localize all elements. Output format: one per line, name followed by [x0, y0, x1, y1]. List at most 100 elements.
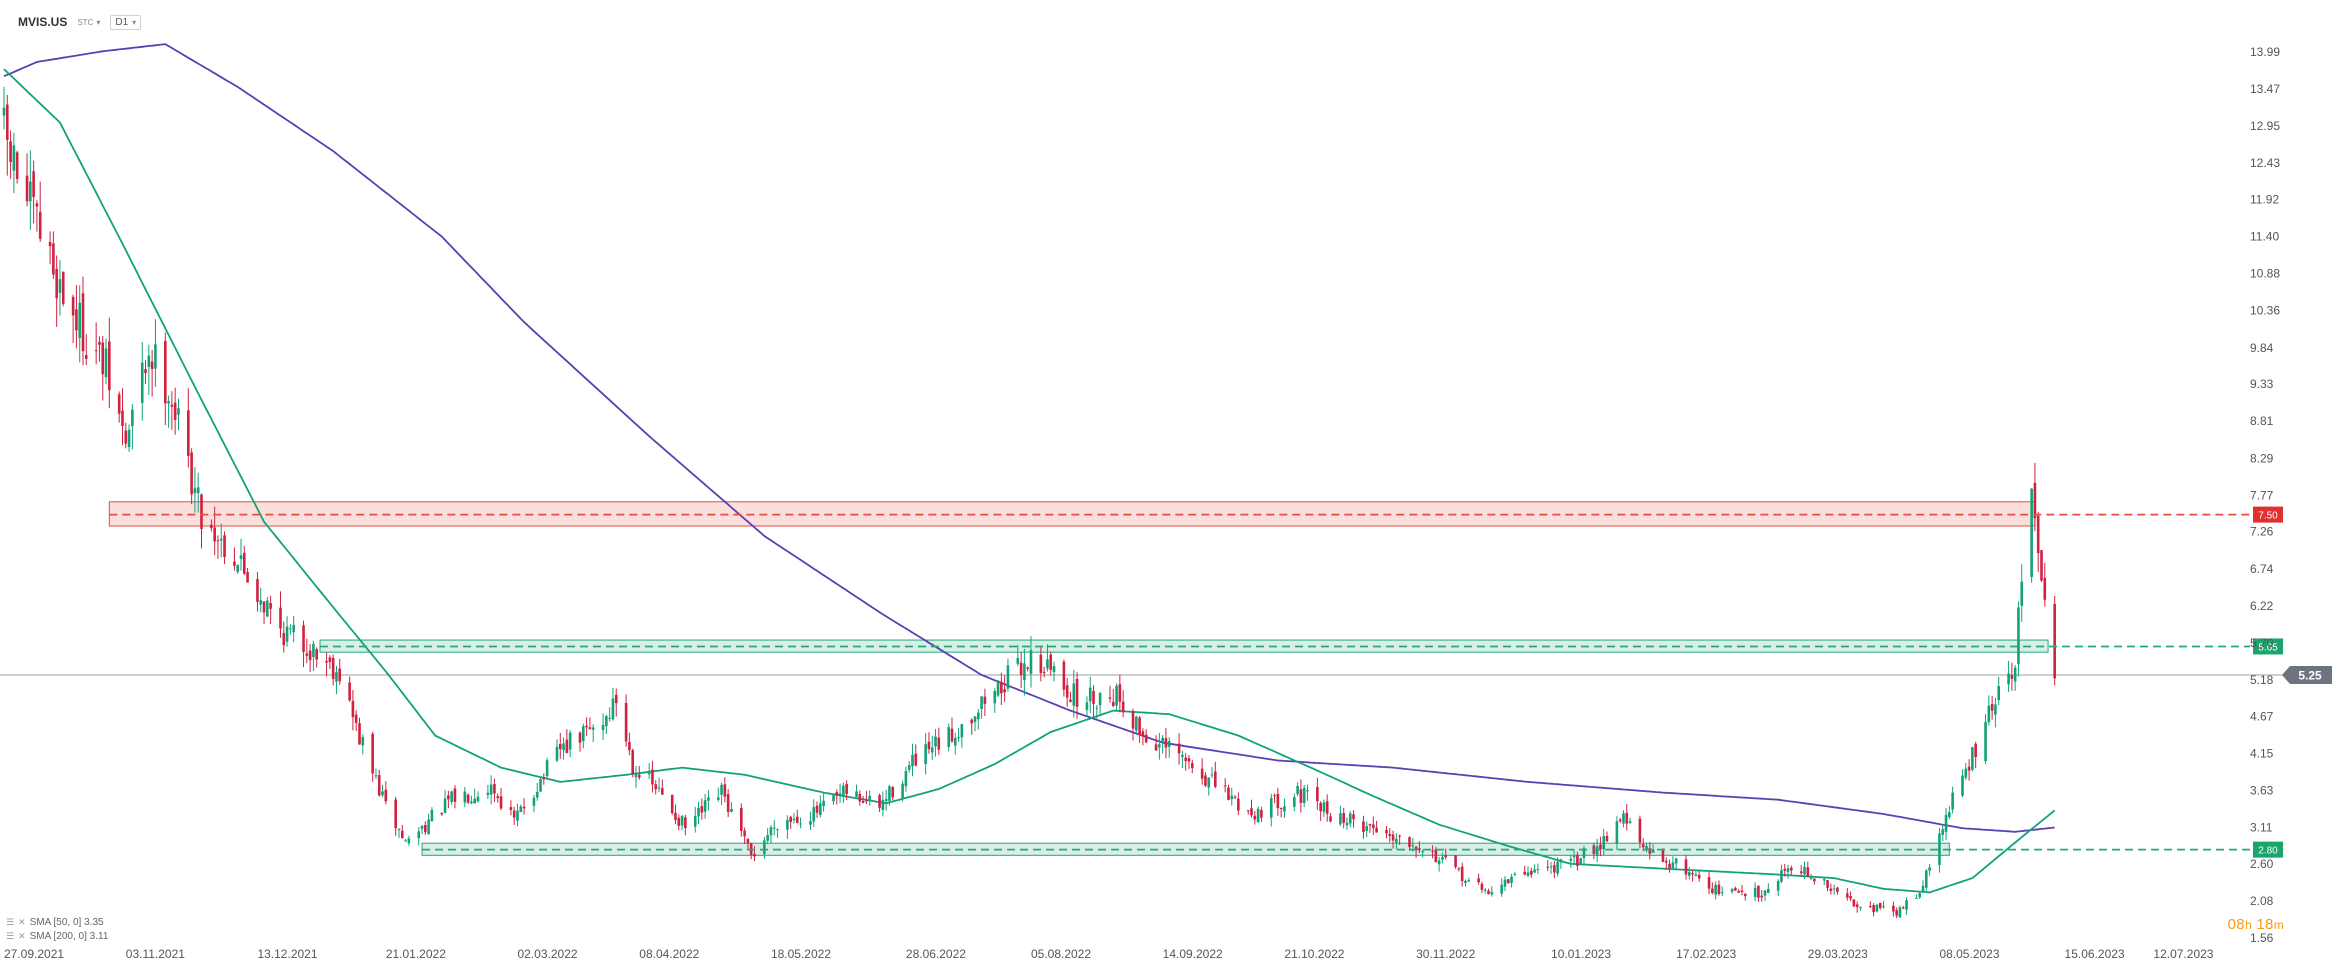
candle[interactable] [1967, 759, 1971, 781]
candle[interactable] [792, 812, 796, 824]
candle[interactable] [888, 784, 891, 806]
candle[interactable] [1395, 833, 1398, 850]
candle[interactable] [493, 778, 496, 803]
candle[interactable] [1069, 691, 1072, 703]
candle[interactable] [1582, 845, 1586, 866]
candle[interactable] [1319, 801, 1322, 821]
candle[interactable] [539, 777, 542, 792]
candle[interactable] [865, 790, 868, 805]
candle[interactable] [1434, 847, 1438, 863]
candle[interactable] [878, 793, 881, 812]
candle[interactable] [1938, 828, 1941, 873]
candle[interactable] [1431, 845, 1434, 859]
candle[interactable] [117, 391, 121, 423]
candle[interactable] [190, 448, 193, 505]
candle[interactable] [651, 760, 654, 793]
candle[interactable] [1293, 793, 1296, 812]
candle[interactable] [1951, 786, 1954, 814]
candle[interactable] [29, 150, 32, 230]
candle[interactable] [512, 806, 516, 825]
candle[interactable] [993, 688, 997, 713]
candle[interactable] [1233, 794, 1237, 800]
candle[interactable] [348, 676, 351, 702]
candle[interactable] [1368, 823, 1372, 833]
candle[interactable] [1200, 758, 1204, 785]
candle[interactable] [743, 827, 746, 845]
candle[interactable] [292, 615, 295, 643]
candle[interactable] [763, 836, 766, 859]
candle[interactable] [1095, 704, 1099, 719]
candle[interactable] [1875, 903, 1879, 913]
candle[interactable] [661, 779, 664, 796]
candle[interactable] [1668, 859, 1671, 873]
candle[interactable] [1987, 695, 1991, 726]
candle[interactable] [1302, 784, 1306, 808]
candle[interactable] [1826, 879, 1829, 892]
candle[interactable] [674, 804, 677, 825]
candle[interactable] [677, 814, 681, 831]
candle[interactable] [957, 728, 960, 742]
candle[interactable] [1618, 817, 1622, 824]
candle[interactable] [407, 835, 411, 846]
candle[interactable] [1743, 893, 1747, 901]
candle[interactable] [1019, 652, 1023, 689]
candle[interactable] [562, 737, 565, 760]
candle[interactable] [723, 777, 727, 803]
candle[interactable] [259, 587, 263, 613]
candle[interactable] [239, 538, 243, 571]
candle[interactable] [1418, 841, 1421, 854]
candle[interactable] [1316, 777, 1319, 811]
candle[interactable] [861, 795, 865, 804]
candle[interactable] [1760, 889, 1764, 902]
candle[interactable] [647, 763, 651, 779]
candle[interactable] [246, 567, 249, 583]
candle[interactable] [1813, 878, 1816, 885]
candle[interactable] [1421, 849, 1424, 858]
candle[interactable] [2017, 601, 2020, 677]
candle[interactable] [591, 724, 595, 743]
candle[interactable] [1003, 675, 1006, 702]
candle[interactable] [466, 793, 470, 805]
candle[interactable] [1454, 854, 1457, 870]
candle[interactable] [2007, 660, 2010, 692]
candle[interactable] [101, 335, 105, 401]
candle[interactable] [2, 86, 6, 130]
candle[interactable] [1000, 672, 1003, 705]
candle[interactable] [127, 424, 131, 452]
candle[interactable] [1042, 666, 1046, 678]
candle[interactable] [163, 332, 167, 426]
candle[interactable] [1131, 708, 1135, 741]
candle[interactable] [555, 739, 559, 762]
candle[interactable] [35, 200, 39, 232]
candle[interactable] [1766, 883, 1770, 894]
candle[interactable] [2036, 512, 2040, 572]
candle[interactable] [1345, 817, 1349, 830]
candle[interactable] [1375, 820, 1378, 833]
candle[interactable] [1806, 861, 1810, 878]
candle[interactable] [1385, 825, 1388, 839]
candle[interactable] [1645, 843, 1648, 853]
candle[interactable] [720, 782, 723, 806]
candle[interactable] [2020, 564, 2024, 622]
candle[interactable] [266, 596, 269, 618]
candle[interactable] [1852, 899, 1856, 908]
candle[interactable] [1961, 769, 1964, 798]
candle[interactable] [1536, 863, 1540, 874]
candle[interactable] [1944, 807, 1948, 840]
candle[interactable] [140, 341, 144, 421]
candle[interactable] [983, 688, 987, 717]
candle[interactable] [289, 624, 292, 635]
candle[interactable] [397, 828, 401, 839]
candle[interactable] [1829, 883, 1833, 895]
candle[interactable] [1714, 881, 1717, 900]
candle[interactable] [1822, 877, 1826, 886]
candle[interactable] [1164, 727, 1168, 759]
candle[interactable] [1414, 845, 1418, 858]
candle[interactable] [305, 638, 309, 664]
candle[interactable] [835, 789, 839, 805]
candle[interactable] [2043, 562, 2047, 607]
candle[interactable] [1674, 857, 1678, 869]
candle[interactable] [1697, 870, 1701, 882]
candle[interactable] [608, 707, 611, 722]
